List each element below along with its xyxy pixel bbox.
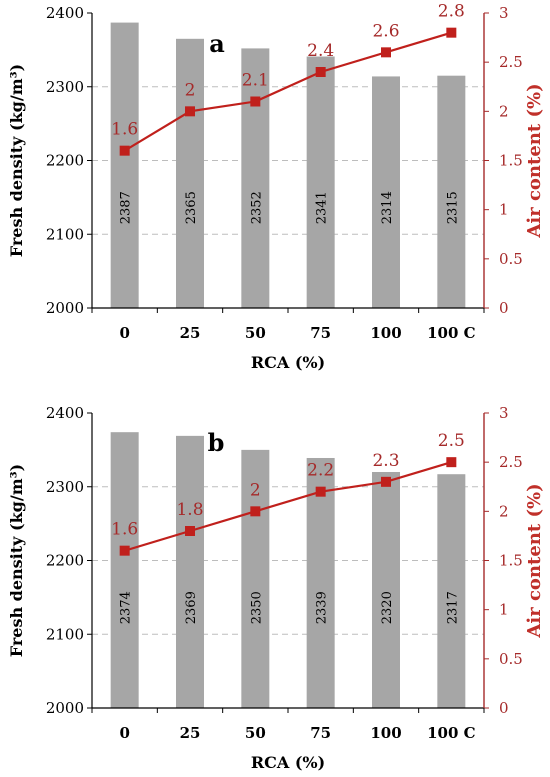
bar-value-label: 2387 — [119, 191, 134, 224]
y2-tick-label: 2.5 — [499, 53, 523, 71]
air-content-marker — [381, 47, 391, 58]
air-content-label: 2.5 — [438, 431, 465, 451]
x-tick-label: 50 — [245, 324, 266, 342]
y2-tick-label: 3 — [499, 404, 509, 422]
y2-tick-label: 1 — [499, 601, 509, 619]
bar-value-label: 2341 — [315, 191, 330, 224]
y-tick-label: 2400 — [46, 4, 84, 22]
x-tick-label: 25 — [180, 724, 201, 742]
air-content-marker — [185, 526, 195, 536]
y2-tick-label: 1.5 — [499, 552, 523, 570]
bar — [372, 472, 400, 708]
air-content-marker — [185, 106, 195, 117]
y2-tick-label: 1 — [499, 201, 509, 219]
y2-axis-title: Air content (%) — [524, 483, 545, 638]
air-content-label: 2 — [250, 480, 261, 500]
bar-value-label: 2317 — [445, 591, 460, 624]
air-content-label: 2.1 — [242, 71, 269, 91]
bar-value-label: 2314 — [380, 191, 395, 224]
air-content-marker — [315, 486, 326, 497]
y-tick-label: 2200 — [46, 552, 84, 570]
y2-tick-label: 0.5 — [499, 650, 523, 668]
x-tick-label: 100 C — [427, 724, 476, 742]
x-tick-label: 100 — [370, 724, 401, 742]
y2-tick-label: 1.5 — [499, 152, 523, 170]
bar-value-label: 2350 — [249, 591, 264, 624]
air-content-label: 2 — [185, 80, 196, 100]
air-content-label: 1.6 — [111, 520, 138, 540]
x-axis-title: RCA (%) — [251, 353, 325, 372]
y-tick-label: 2200 — [46, 152, 84, 170]
y-tick-label: 2000 — [46, 699, 84, 717]
bar-value-label: 2352 — [249, 191, 264, 224]
air-content-marker — [119, 545, 130, 556]
air-content-label: 1.6 — [111, 120, 138, 140]
y-tick-label: 2400 — [46, 404, 84, 422]
y-tick-label: 2100 — [46, 625, 84, 643]
bar — [241, 449, 270, 708]
bar — [437, 75, 466, 308]
y2-tick-label: 2 — [499, 502, 509, 520]
air-content-marker — [315, 67, 326, 77]
y2-axis-title: Air content (%) — [524, 83, 545, 238]
y-tick-label: 2300 — [46, 478, 84, 496]
x-axis-title: RCA (%) — [251, 753, 325, 772]
bar-value-label: 2369 — [184, 591, 199, 624]
y-axis-title: Fresh density (kg/m³) — [7, 64, 26, 257]
air-content-label: 2.8 — [438, 2, 465, 22]
x-tick-label: 75 — [310, 324, 331, 342]
x-tick-label: 100 — [370, 324, 401, 342]
bar — [241, 48, 270, 309]
bar-value-label: 2320 — [380, 591, 395, 624]
air-content-marker — [250, 506, 261, 517]
bar — [110, 22, 139, 309]
bar-value-label: 2374 — [119, 591, 134, 624]
panel-letter: a — [209, 29, 225, 58]
air-content-label: 2.3 — [372, 451, 399, 471]
air-content-label: 1.8 — [176, 500, 203, 520]
y2-tick-label: 0 — [499, 299, 509, 317]
y2-tick-label: 2 — [499, 102, 509, 120]
air-content-marker — [446, 27, 457, 38]
bar — [372, 76, 400, 308]
chart-panel-a: 2387 2365 2352 2341 2314 2315 1.6 2 2.1 2.4 2.6 2.8… — [7, 2, 545, 372]
x-tick-label: 25 — [180, 324, 201, 342]
x-tick-label: 0 — [119, 724, 129, 742]
air-content-marker — [381, 476, 391, 487]
air-content-label: 2.6 — [372, 21, 399, 41]
bar-value-label: 2315 — [445, 191, 460, 224]
x-tick-label: 75 — [310, 724, 331, 742]
y2-tick-label: 0.5 — [499, 250, 523, 268]
air-content-line — [124, 31, 452, 152]
air-content-line — [124, 461, 452, 552]
air-content-label: 2.4 — [307, 41, 334, 61]
y2-tick-label: 0 — [499, 699, 509, 717]
x-tick-label: 50 — [245, 724, 266, 742]
air-content-marker — [446, 457, 457, 468]
x-tick-label: 100 C — [427, 324, 476, 342]
bar — [110, 432, 139, 708]
bar — [306, 457, 335, 708]
y-axis-title: Fresh density (kg/m³) — [7, 464, 26, 657]
bar-value-label: 2365 — [184, 191, 199, 224]
bar — [176, 435, 204, 708]
y-tick-label: 2100 — [46, 225, 84, 243]
bar — [437, 474, 466, 708]
bar-value-label: 2339 — [315, 591, 330, 624]
air-content-marker — [250, 96, 261, 107]
panel-letter: b — [208, 428, 225, 457]
y-tick-label: 2300 — [46, 78, 84, 96]
air-content-marker — [119, 145, 130, 156]
bar — [306, 56, 335, 309]
air-content-label: 2.2 — [307, 461, 334, 481]
bar — [176, 38, 204, 308]
y2-tick-label: 2.5 — [499, 453, 523, 471]
y-tick-label: 2000 — [46, 299, 84, 317]
x-tick-label: 0 — [119, 324, 129, 342]
y2-tick-label: 3 — [499, 4, 509, 22]
